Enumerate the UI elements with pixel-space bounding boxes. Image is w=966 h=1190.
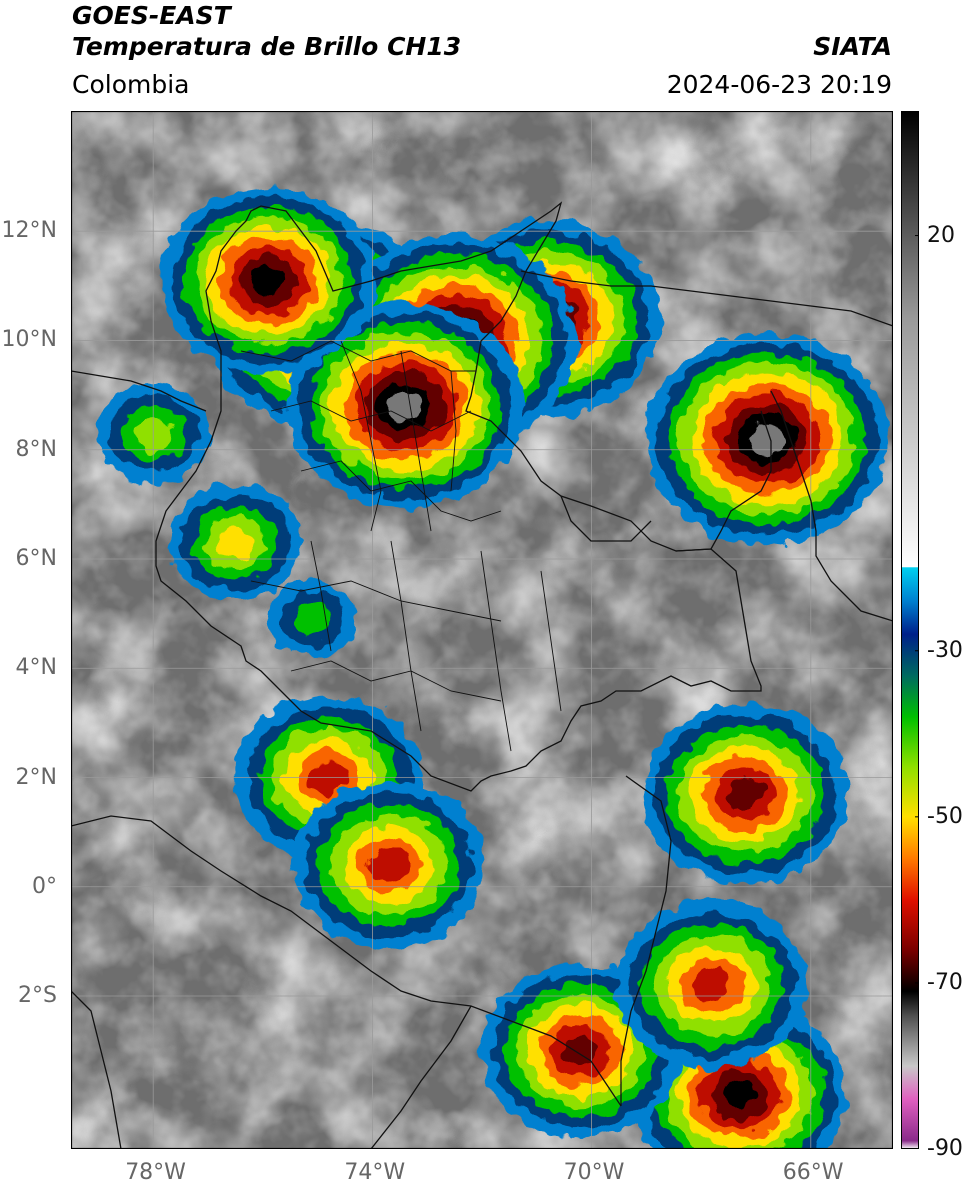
venezuela-guyana-border [770, 390, 893, 622]
lat-tick-label: 8°N [15, 436, 57, 462]
colorbar-tick-label: -70 [927, 969, 963, 995]
brazil-border [620, 775, 672, 1106]
lat-tick-label: 4°N [15, 655, 57, 681]
ecuador-coast [71, 990, 122, 1149]
lat-tick-label: 0° [32, 873, 57, 899]
storm-cell [168, 484, 303, 601]
map-frame [71, 111, 893, 1149]
map-source: SIATA [813, 32, 892, 61]
storm-ring [217, 526, 254, 559]
map-title-satellite: GOES-EAST [72, 1, 231, 30]
map-datetime: 2024-06-23 20:19 [666, 70, 892, 99]
lon-tick-label: 66°W [782, 1160, 844, 1185]
map-region: Colombia [72, 70, 190, 99]
storm-ring [369, 848, 409, 882]
storm-cell [641, 703, 849, 884]
venezuela-colombia-border [560, 410, 772, 552]
storm-ring [692, 968, 732, 1002]
internal-departments-north [240, 340, 502, 532]
satellite-map[interactable] [71, 111, 893, 1149]
lat-tick-label: 12°N [1, 218, 57, 244]
storm-ring [251, 265, 286, 296]
storm-ring [749, 423, 785, 454]
internal-departments-south [250, 540, 562, 752]
colorbar-tick-label: -50 [927, 803, 963, 829]
map-title-product: Temperatura de Brillo CH13 [72, 32, 462, 61]
colorbar-tick-label: -90 [927, 1136, 963, 1161]
storm-cell [292, 781, 485, 949]
colorbar-tick-label: -30 [927, 637, 963, 663]
peru-ecuador-border [71, 815, 622, 1107]
storm-ring [726, 778, 764, 810]
temperature-colorbar [901, 111, 919, 1149]
lat-tick-label: 2°S [18, 983, 57, 1009]
colorbar-frame [901, 111, 919, 1149]
lat-tick-label: 10°N [1, 327, 57, 353]
lat-tick-label: 2°N [15, 764, 57, 790]
lon-tick-label: 78°W [125, 1160, 186, 1185]
storm-cell [267, 580, 357, 658]
panama-outline [71, 370, 207, 412]
colorbar-tick-label: 20 [927, 222, 955, 248]
colorbar-fill [901, 111, 919, 1149]
storm-ring [563, 1035, 599, 1066]
storm-cell [645, 332, 889, 545]
colombia-outline [155, 201, 762, 792]
lon-tick-label: 74°W [344, 1160, 406, 1185]
storm-ring [388, 391, 423, 421]
title-block: GOES-EAST Temperatura de Brillo CH13 [72, 0, 461, 62]
storm-ring [292, 602, 332, 636]
lon-tick-label: 70°W [563, 1160, 625, 1185]
lat-tick-label: 6°N [15, 545, 57, 571]
storm-cell [616, 901, 809, 1069]
storm-ring [722, 1079, 757, 1110]
venezuela-coast [520, 270, 893, 327]
peru-brazil-border [370, 1005, 472, 1149]
colombia-borders [71, 201, 893, 1149]
